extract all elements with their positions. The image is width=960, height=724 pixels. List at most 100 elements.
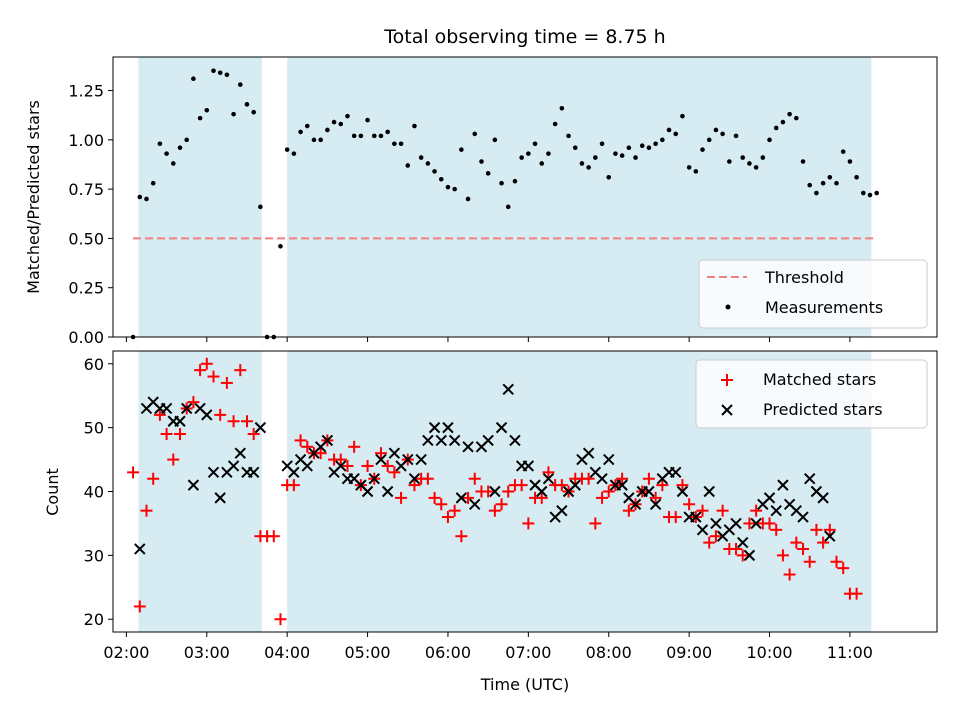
measurement-point [392,141,397,147]
predicted-star-point [422,434,434,447]
predicted-marker-b [804,473,816,485]
measurement-point [552,121,558,127]
matched-star-point [596,491,609,504]
measurement-point [713,127,719,133]
matched-star-point [750,504,763,517]
predicted-marker-b [556,504,568,517]
top-legend: Threshold Measurements [698,259,928,329]
x-tick-label: 09:00 [666,643,712,662]
predicted-marker-b [529,479,541,491]
matched-star-point [495,498,508,511]
bottom-x-axis-ticks: 02:00 03:00 04:00 05:00 06:00 07:00 08:00 09:00… [103,632,873,662]
measurement-point [593,155,598,160]
chart-title: Total observing time = 8.75 h [383,26,665,48]
matched-star-point [234,364,247,377]
predicted-marker-b [281,460,293,472]
y-tick-label: 1.25 [68,82,104,101]
predicted-star-point [763,492,776,504]
x-tick-label: 03:00 [184,643,230,662]
measurement-point [626,145,632,151]
predicted-star-point [187,479,200,491]
measurement-point [505,204,511,210]
measurement-point [318,137,323,143]
predicted-star-point [482,434,494,447]
matched-star-point [160,428,173,441]
measurement-point [465,196,471,202]
y-tick-label: 1.00 [68,131,104,150]
predicted-star-point [134,543,146,555]
bottom-legend: Matched stars Predicted stars [695,359,928,429]
matched-star-point [602,485,615,498]
matched-star-point [790,536,803,549]
predicted-star-point [180,402,193,415]
matched-stars-legend-swatch [721,374,733,386]
predicted-star-point [174,415,186,427]
measurement-point [653,141,658,147]
measurement-point [666,127,672,133]
measurement-point [418,155,424,160]
predicted-marker-b [737,536,749,549]
y-tick-label: 0.25 [68,279,104,298]
top-x-axis-ticks [125,337,851,342]
predicted-marker-b [797,511,809,523]
measurement-point [191,76,196,81]
measurement-point [572,145,578,151]
predicted-marker-b [361,485,374,498]
measurement-point [378,133,384,139]
predicted-marker-b [770,504,782,517]
measurement-point [834,180,839,186]
measurement-point [586,165,591,170]
matched-star-point [776,549,789,562]
matched-star-point [455,530,468,543]
measurement-point [727,159,732,164]
observing-window-band [138,351,262,632]
measurement-point [773,125,779,131]
matched-star-point [468,472,481,485]
x-tick-label: 10:00 [746,643,792,662]
matched-star-point [649,491,662,504]
matched-star-point [140,504,153,517]
matched-star-point [187,396,200,409]
matched-star-point [736,549,749,562]
predicted-marker-b [201,409,213,421]
y-tick-label: 30 [84,546,104,565]
measurement-point [814,190,819,196]
matched-star-point [482,485,495,498]
measurement-point [840,149,846,154]
y-tick-label: 0.50 [68,229,104,248]
predicted-marker-b [194,402,206,415]
matched-star-point [582,472,595,485]
predicted-marker-b [422,434,434,447]
predicted-marker-b [482,434,494,447]
bottom-plot-frame [112,350,938,633]
measurement-point [499,180,504,186]
matched-star-point [797,542,810,555]
matched-star-point [542,466,555,479]
measurement-point [720,131,725,137]
matched-star-point [200,357,213,370]
predicted-star-point [361,485,374,498]
predicted-marker-b [180,402,193,415]
measurement-point [867,192,873,198]
matched-star-point [314,447,327,460]
predicted-star-point [509,434,521,447]
matched-star-point [555,479,568,492]
y-tick-label: 20 [84,610,104,629]
predicted-star-point [462,441,474,453]
measurement-series [130,68,880,340]
predicted-marker-b [495,421,508,434]
top-panel: 0.00 0.25 0.50 0.75 1.00 1.25 Matched/Predict… [24,56,938,347]
predicted-star-point [676,485,689,498]
predicted-marker-b [247,466,260,479]
count-series [127,357,863,626]
measurement-point [385,129,390,135]
predicted-star-point [388,447,401,459]
matched-star-point [147,472,160,485]
predicted-marker-b [629,498,642,510]
measurement-point [539,161,545,166]
top-legend-box [698,259,928,329]
predicted-marker-b [616,479,628,491]
predicted-star-point [375,453,387,466]
matched-star-point [227,415,240,428]
predicted-marker-b [690,511,702,523]
